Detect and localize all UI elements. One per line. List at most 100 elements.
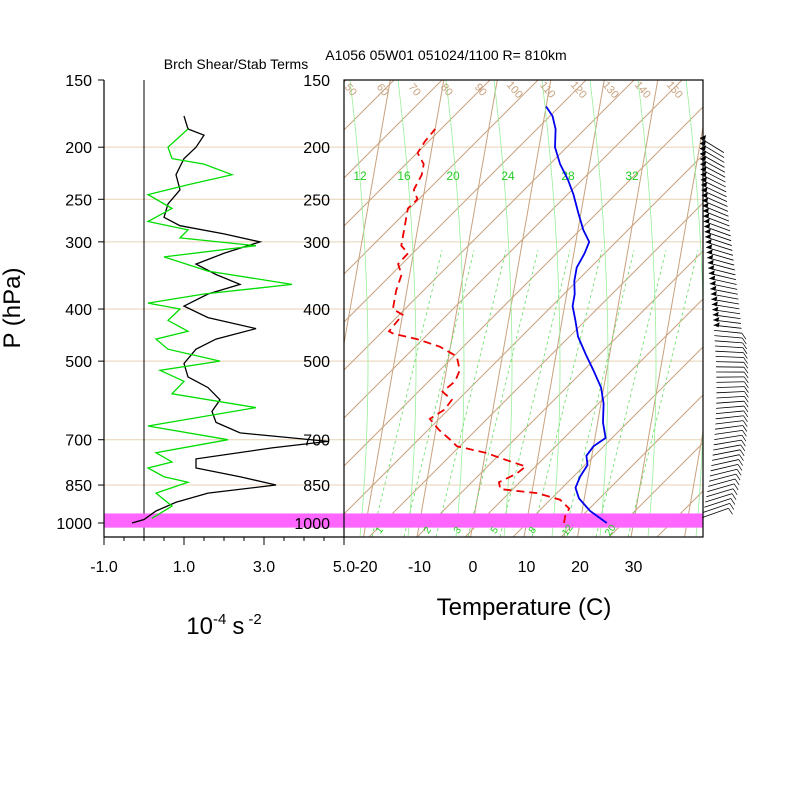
left-panel-x-ticks: -1.0 1.0 3.0 5.0 — [90, 537, 355, 576]
dry-adiabat — [608, 442, 703, 537]
skewt-x-ticks: -20 -10 0 10 20 30 — [354, 559, 642, 576]
wind-barb-pennant — [701, 187, 708, 192]
wind-barb-staff — [708, 473, 737, 482]
wind-barbs — [699, 135, 749, 518]
wind-barb-pennant — [701, 192, 708, 198]
skewt-y-tick-label-250: 250 — [303, 192, 330, 209]
wind-barb-staff — [715, 415, 744, 420]
skewt-y-tick-label-700: 700 — [303, 433, 330, 450]
wind-barb-staff — [714, 429, 743, 435]
mixing-ratio-line — [435, 249, 507, 537]
wind-barb-flag — [730, 498, 736, 505]
skewt-background-lines — [88, 21, 800, 582]
wind-barb-flag — [743, 352, 748, 359]
skewt-y-tick-label-150: 150 — [303, 73, 330, 90]
wind-barb-flag — [737, 464, 743, 471]
left-y-tick-label-250: 250 — [65, 192, 92, 209]
wind-barb-pennant — [700, 150, 707, 156]
wind-barb-flag — [738, 459, 744, 466]
wind-barb-staff — [715, 425, 743, 430]
wind-barb-pennant — [700, 155, 707, 161]
left-y-tick-label-850: 850 — [65, 478, 92, 495]
dry-adiabat — [682, 40, 800, 560]
skewt-x-tick-label: 10 — [518, 559, 536, 576]
dry-adiabat-label: 120 — [568, 79, 589, 101]
wind-barb-flag — [742, 420, 748, 427]
wind-barb-flag — [743, 357, 748, 364]
wind-barb-flag — [735, 473, 741, 481]
wind-barb-staff — [715, 410, 744, 414]
dry-adiabat — [344, 80, 491, 227]
left-y-tick-label-1000: 1000 — [56, 516, 92, 533]
wind-barb-flag — [743, 371, 749, 379]
wind-barb-staff — [699, 137, 725, 153]
isotherm — [470, 80, 552, 537]
moist-adiabat — [493, 80, 513, 537]
wind-barb-pennant — [710, 285, 717, 291]
skewt-x-tick-label: -10 — [408, 559, 431, 576]
wind-barb-pennant — [711, 296, 718, 302]
skewt-y-tick-label-500: 500 — [303, 354, 330, 371]
wind-barb-staff — [715, 345, 744, 349]
dry-adiabat-label: 80 — [438, 82, 455, 99]
mixing-ratio-bottom-label: 1 — [374, 525, 386, 536]
isotherm — [88, 21, 187, 582]
left-panel-x-axis-label: 10-4 s -2 — [186, 611, 261, 640]
wind-barb-staff — [700, 158, 726, 173]
dry-adiabat — [778, 40, 800, 560]
mixing-ratio-line — [499, 249, 571, 537]
wind-barb-staff — [716, 405, 745, 409]
xlabel-base: 10 — [186, 613, 213, 640]
wind-barb-flag — [742, 347, 748, 354]
dry-adiabat-label: 140 — [632, 79, 653, 101]
wind-barb-staff — [716, 381, 745, 383]
wind-barb-flag — [742, 342, 747, 350]
left-x-tick-label: -1.0 — [90, 559, 118, 576]
left-panel-series — [131, 115, 329, 524]
skewt-frame-rect — [343, 79, 704, 538]
wind-barb-staff — [714, 434, 743, 440]
skewt-x-tick-label: 20 — [571, 559, 589, 576]
moist-adiabat — [349, 80, 369, 537]
wind-barb-flag — [744, 381, 749, 388]
wind-barb-flag — [743, 410, 749, 418]
wind-barb-staff — [702, 205, 729, 217]
skewt-y-ticks: 150 200 250 300 400 500 700 850 1000 — [294, 73, 330, 533]
left-x-tick-label: 3.0 — [253, 559, 275, 576]
wind-barb-staff — [699, 148, 725, 163]
dry-adiabat — [344, 80, 635, 371]
wind-barb-pennant — [700, 140, 707, 146]
wind-barb-pennant — [713, 322, 720, 328]
wind-barb-pennant — [700, 135, 706, 140]
wind-barb-staff — [706, 488, 734, 498]
wind-barb-staff — [713, 439, 742, 446]
mixing-ratio-line — [595, 249, 667, 537]
dry-adiabat-label: 70 — [406, 82, 423, 99]
wind-barb-flag — [734, 478, 740, 486]
wind-barb-pennant — [702, 202, 709, 208]
skewt-x-tick-label: 30 — [625, 559, 643, 576]
wind-barb-pennant — [707, 254, 714, 260]
left-y-tick-label-700: 700 — [65, 433, 92, 450]
wind-barb-pennant — [701, 181, 708, 187]
isotherm — [784, 21, 800, 582]
wind-barb-flag — [732, 488, 738, 495]
wind-barb-staff — [711, 454, 740, 461]
mixing-ratio-line — [467, 249, 539, 537]
left-y-tick-label-200: 200 — [65, 140, 92, 157]
wind-barb-flag — [742, 337, 747, 345]
dry-adiabat — [464, 298, 703, 537]
wind-barb-pennant — [705, 233, 712, 239]
mixing-ratio-top-label: 16 — [397, 169, 411, 183]
wind-barb-pennant — [702, 197, 709, 203]
wind-barb-pennant — [713, 317, 720, 322]
left-x-tick-label: 1.0 — [173, 559, 195, 576]
dry-adiabat — [344, 106, 703, 467]
isotherm — [523, 80, 605, 537]
wind-barb-staff — [702, 200, 729, 212]
dry-adiabat — [344, 80, 587, 323]
skewt-series — [387, 105, 608, 524]
skewt-title: A1056 05W01 051024/1100 R= 810km — [325, 47, 566, 63]
dry-adiabat — [344, 80, 683, 419]
